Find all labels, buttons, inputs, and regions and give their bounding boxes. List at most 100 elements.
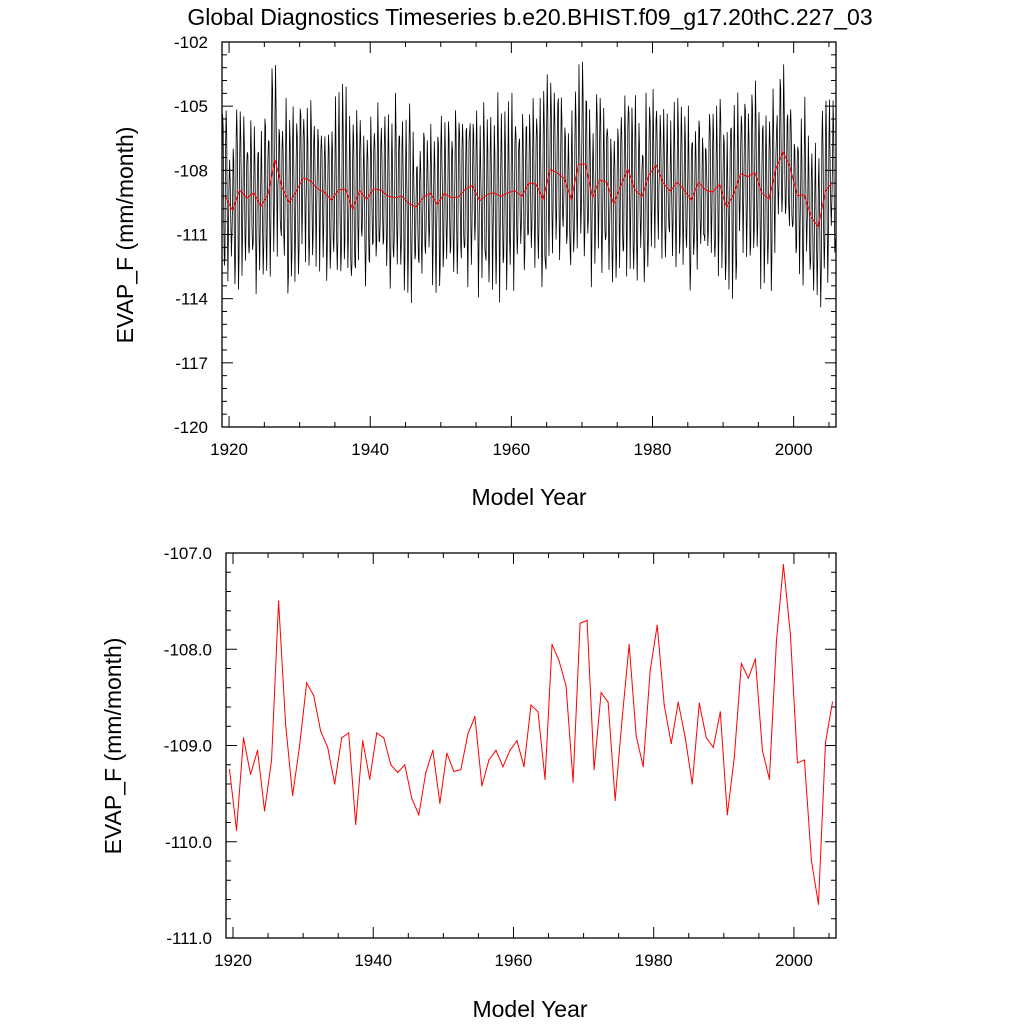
bottom-y-tick-label: -107.0	[164, 544, 212, 563]
top-monthly-series	[221, 61, 836, 308]
bottom-annual-point	[691, 783, 693, 785]
top-y-tick-label: -102	[174, 33, 208, 52]
bottom-annual-point	[621, 717, 623, 720]
bottom-annual-point	[432, 749, 434, 751]
bottom-annual-point	[467, 733, 469, 735]
bottom-annual-point	[495, 749, 497, 751]
bottom-annual-point	[341, 737, 343, 739]
bottom-annual-point	[733, 756, 735, 758]
bottom-annual-point	[551, 643, 553, 646]
top-x-axis-title: Model Year	[471, 484, 586, 510]
bottom-annual-point	[537, 711, 539, 713]
top-x-tick-label: 1980	[634, 440, 672, 459]
bottom-annual-point	[263, 810, 266, 812]
bottom-annual-point	[705, 737, 707, 739]
bottom-panel: 1920 1940 1960 1980 2000 -107.0 -108.0 -109.0 -1…	[100, 544, 837, 1022]
bottom-y-tick-label: -111.0	[166, 929, 212, 948]
bottom-y-tick-label: -109.0	[164, 737, 212, 756]
bottom-annual-point	[782, 563, 785, 566]
bottom-annual-point	[327, 746, 329, 749]
bottom-annual-point	[712, 746, 714, 749]
bottom-annual-point	[803, 759, 806, 761]
bottom-annual-point	[579, 622, 581, 624]
bottom-annual-point	[642, 766, 644, 768]
top-axis-ticks: 1920 1940 1960 1980 2000 -102 -105 -108 -111 -114…	[174, 33, 836, 459]
bottom-annual-point	[586, 619, 588, 621]
bottom-annual-point	[397, 771, 399, 774]
top-y-tick-label: -114	[175, 290, 208, 309]
top-y-tick-label: -120	[174, 418, 208, 437]
bottom-annual-point	[684, 737, 686, 739]
bottom-annual-point	[824, 742, 827, 744]
bottom-annual-point	[235, 829, 238, 831]
bottom-annual-point	[740, 663, 742, 665]
bottom-annual-point	[775, 640, 778, 643]
bottom-annual-line	[229, 564, 833, 905]
bottom-annual-point	[348, 732, 350, 734]
bottom-annual-point	[509, 749, 511, 751]
bottom-annual-point	[242, 737, 245, 739]
bottom-plot-frame	[225, 552, 837, 939]
bottom-axis-ticks: 1920 1940 1960 1980 2000 -107.0 -108.0 -109.0 -1…	[164, 544, 836, 970]
bottom-annual-point	[558, 660, 560, 662]
bottom-annual-point	[635, 735, 637, 737]
bottom-annual-point	[502, 766, 504, 768]
bottom-annual-point	[565, 685, 567, 687]
bottom-annual-point	[649, 669, 651, 672]
bottom-annual-point	[768, 778, 770, 780]
bottom-annual-point	[256, 749, 259, 751]
top-y-axis-title: EVAP_F (mm/month)	[112, 127, 138, 344]
top-monthly-line	[221, 61, 836, 308]
bottom-annual-point	[249, 773, 252, 775]
bottom-annual-point	[677, 701, 679, 703]
bottom-annual-point	[460, 768, 462, 771]
bottom-annual-series	[228, 563, 834, 905]
top-x-tick-label: 1940	[351, 440, 389, 459]
bottom-x-tick-label: 1960	[495, 951, 533, 970]
bottom-annual-point	[425, 771, 427, 774]
bottom-annual-point	[817, 903, 820, 905]
bottom-x-axis-title: Model Year	[472, 996, 587, 1022]
bottom-annual-point	[663, 704, 665, 706]
bottom-y-tick-label: -108.0	[164, 640, 212, 659]
bottom-annual-point	[334, 783, 336, 785]
bottom-annual-point	[481, 785, 483, 787]
bottom-annual-point	[270, 759, 273, 761]
bottom-annual-point	[355, 823, 357, 826]
bottom-y-axis-title: EVAP_F (mm/month)	[100, 638, 126, 855]
bottom-annual-point	[313, 694, 315, 697]
bottom-x-tick-label: 1980	[635, 951, 673, 970]
bottom-annual-point	[656, 624, 658, 626]
bottom-annual-point	[228, 768, 231, 771]
top-x-tick-label: 2000	[775, 440, 813, 459]
bottom-annual-point	[761, 749, 763, 751]
bottom-annual-point	[754, 658, 756, 660]
bottom-annual-point	[747, 677, 749, 679]
bottom-annual-point	[810, 860, 813, 862]
top-x-tick-label: 1960	[492, 440, 530, 459]
bottom-annual-point	[516, 740, 518, 742]
bottom-annual-point	[362, 740, 364, 742]
bottom-annual-point	[488, 759, 490, 761]
bottom-annual-point	[320, 730, 322, 732]
bottom-x-tick-label: 1940	[354, 951, 392, 970]
bottom-annual-point	[600, 691, 602, 694]
top-annual-series	[225, 150, 833, 229]
bottom-y-tick-label: -110.0	[165, 833, 212, 852]
bottom-annual-point	[306, 682, 308, 684]
bottom-annual-point	[390, 764, 392, 766]
top-panel: 1920 1940 1960 1980 2000 -102 -105 -108 -111 -114…	[112, 33, 837, 510]
bottom-annual-point	[292, 794, 294, 797]
bottom-annual-point	[383, 737, 385, 739]
bottom-x-tick-label: 2000	[775, 951, 813, 970]
bottom-annual-point	[284, 723, 287, 725]
bottom-annual-point	[369, 778, 371, 780]
bottom-annual-point	[530, 704, 532, 706]
bottom-annual-point	[726, 814, 728, 816]
bottom-annual-point	[607, 701, 609, 703]
top-y-tick-label: -105	[174, 97, 208, 116]
bottom-annual-point	[376, 732, 378, 734]
bottom-annual-point	[404, 764, 406, 766]
bottom-annual-point	[299, 744, 301, 747]
